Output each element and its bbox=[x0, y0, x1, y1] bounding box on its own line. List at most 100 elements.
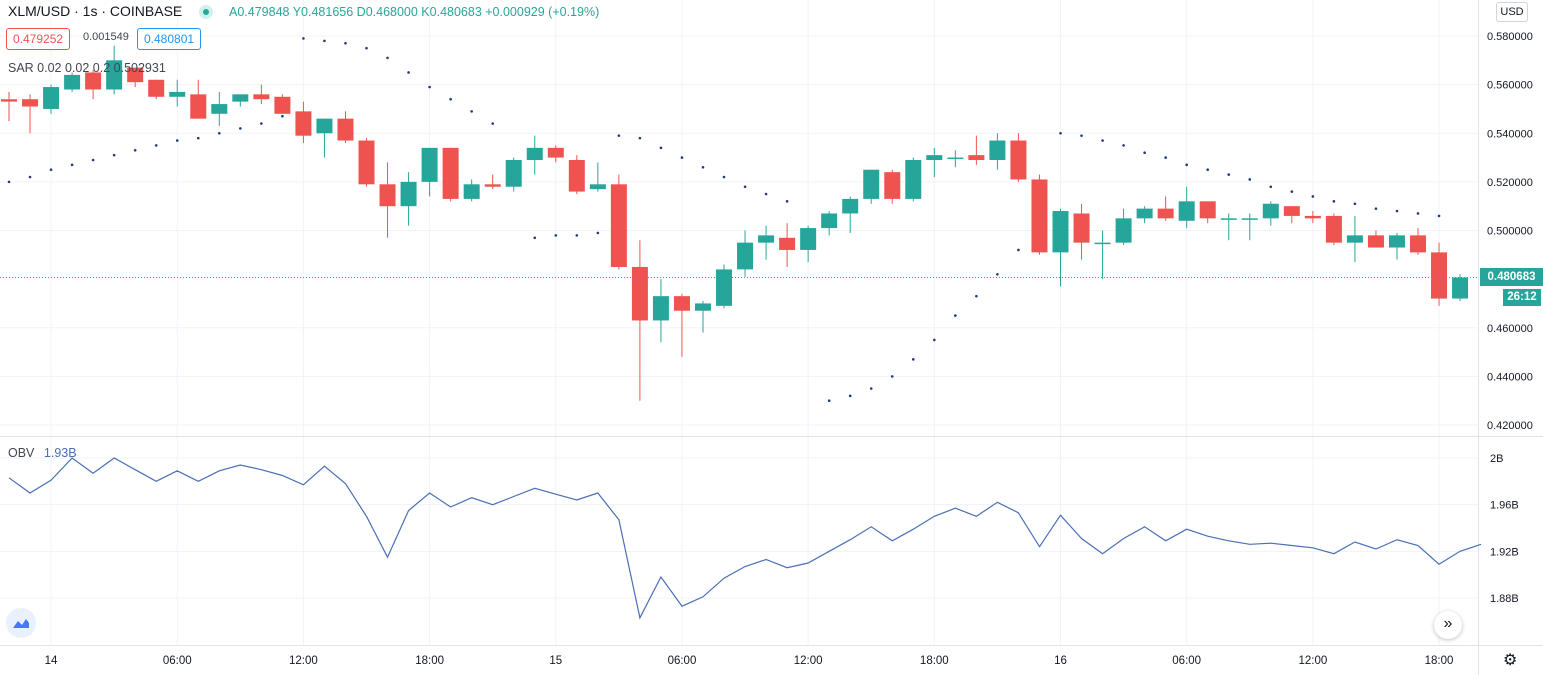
logo-icon[interactable] bbox=[6, 608, 36, 638]
sar-point bbox=[70, 163, 74, 167]
candle bbox=[316, 118, 333, 158]
sar-point bbox=[1248, 178, 1252, 181]
candle bbox=[673, 293, 690, 357]
sar-point bbox=[491, 122, 494, 125]
gear-icon[interactable]: ⚙ bbox=[1503, 652, 1518, 669]
candle-body bbox=[505, 159, 522, 187]
sar-point bbox=[1332, 200, 1336, 203]
candle-body bbox=[1, 99, 17, 102]
candle bbox=[505, 157, 522, 192]
sar-point bbox=[596, 231, 600, 235]
sar-point bbox=[49, 168, 53, 172]
candle-body bbox=[484, 184, 501, 187]
candle-body bbox=[1094, 242, 1111, 245]
sar-point bbox=[1416, 212, 1420, 215]
candle-body bbox=[863, 169, 880, 199]
candle bbox=[43, 84, 60, 114]
price-tick-label: 0.520000 bbox=[1487, 177, 1533, 189]
time-axis[interactable]: 14 06:00 12:00 18:00 15 06:00 12:00 18:00 16 06:0… bbox=[45, 655, 1454, 667]
candle-body bbox=[589, 184, 606, 190]
candle-body bbox=[43, 87, 60, 109]
sar-point bbox=[1206, 168, 1210, 172]
candle bbox=[1, 91, 17, 122]
candle bbox=[842, 196, 859, 233]
candle bbox=[1346, 215, 1363, 263]
buy-button[interactable]: 0.480801 bbox=[137, 28, 202, 50]
candle bbox=[1325, 213, 1342, 246]
candle bbox=[589, 162, 606, 192]
time-tick-label: 14 bbox=[45, 655, 58, 667]
scroll-right-icon[interactable]: » bbox=[1434, 611, 1462, 639]
candle-body bbox=[211, 104, 228, 114]
sar-point bbox=[827, 399, 831, 402]
candle-body bbox=[673, 296, 690, 311]
candle bbox=[526, 135, 543, 175]
sar-point bbox=[1080, 134, 1083, 137]
time-tick-label: 12:00 bbox=[289, 655, 318, 667]
candle bbox=[1241, 213, 1258, 241]
sar-point bbox=[1143, 151, 1146, 154]
sar-point bbox=[533, 236, 537, 240]
sar-point bbox=[890, 375, 894, 378]
candle-body bbox=[1346, 235, 1363, 243]
candle bbox=[884, 169, 901, 204]
price-tick-label: 0.460000 bbox=[1487, 323, 1533, 335]
candle bbox=[989, 133, 1006, 170]
candle-body bbox=[148, 79, 165, 97]
sar-point bbox=[638, 136, 642, 140]
sar-point bbox=[911, 358, 915, 361]
sar-point bbox=[722, 175, 726, 179]
sar-point bbox=[281, 114, 284, 118]
sar-legend-label: SAR 0.02 0.02 0.2 bbox=[8, 61, 111, 75]
price-tick-label: 0.440000 bbox=[1487, 371, 1533, 383]
candle-body bbox=[85, 72, 102, 90]
obv-legend[interactable]: OBV 1.93B bbox=[8, 446, 77, 460]
candle bbox=[442, 147, 459, 202]
price-tick-label: 0.500000 bbox=[1487, 226, 1533, 238]
candle-body bbox=[905, 159, 922, 199]
sar-legend[interactable]: SAR 0.02 0.02 0.2 0.502931 bbox=[8, 61, 166, 75]
candle-body bbox=[1325, 215, 1342, 243]
candle bbox=[1262, 201, 1279, 226]
price-axis[interactable]: 0.580000 0.560000 0.540000 0.520000 0.500000… bbox=[1487, 31, 1533, 432]
candle-body bbox=[716, 269, 733, 306]
sar-point bbox=[1227, 173, 1231, 176]
sar-point bbox=[575, 234, 579, 237]
candle-body bbox=[1304, 215, 1321, 219]
sar-point bbox=[617, 134, 621, 137]
candle-body bbox=[400, 181, 417, 207]
candle-body bbox=[926, 155, 943, 160]
sar-point bbox=[1353, 202, 1357, 206]
sar-point bbox=[975, 294, 978, 298]
candle bbox=[379, 162, 396, 238]
sell-button[interactable]: 0.479252 bbox=[6, 28, 71, 50]
candle bbox=[274, 94, 291, 114]
candle bbox=[22, 94, 39, 134]
candle-body bbox=[169, 91, 186, 97]
candle bbox=[211, 91, 228, 126]
candle bbox=[1220, 213, 1237, 241]
obv-axis[interactable]: 2B 1.96B 1.92B 1.88B bbox=[1490, 453, 1519, 605]
symbol-title[interactable]: XLM/USD · 1s · COINBASE bbox=[8, 3, 183, 19]
candle bbox=[1367, 230, 1384, 248]
obv-tick-label: 1.92B bbox=[1490, 546, 1519, 558]
bar-countdown-label: 26:12 bbox=[1503, 289, 1541, 306]
candle-body bbox=[694, 303, 711, 311]
obv-line bbox=[8, 457, 1482, 620]
candle bbox=[421, 147, 438, 197]
sar-point bbox=[7, 180, 11, 184]
time-tick-label: 18:00 bbox=[415, 655, 444, 667]
last-price-label: 0.480683 bbox=[1480, 268, 1543, 286]
spread-value: 0.001549 bbox=[83, 31, 129, 43]
candle-body bbox=[1052, 211, 1069, 253]
currency-button[interactable]: USD bbox=[1496, 2, 1528, 22]
candle-body bbox=[652, 296, 669, 321]
price-tick-label: 0.580000 bbox=[1487, 31, 1533, 43]
candle-body bbox=[64, 74, 81, 90]
sar-point bbox=[869, 387, 873, 390]
candle-body bbox=[758, 235, 775, 243]
candle-body bbox=[421, 147, 438, 182]
sar-point bbox=[323, 39, 326, 43]
